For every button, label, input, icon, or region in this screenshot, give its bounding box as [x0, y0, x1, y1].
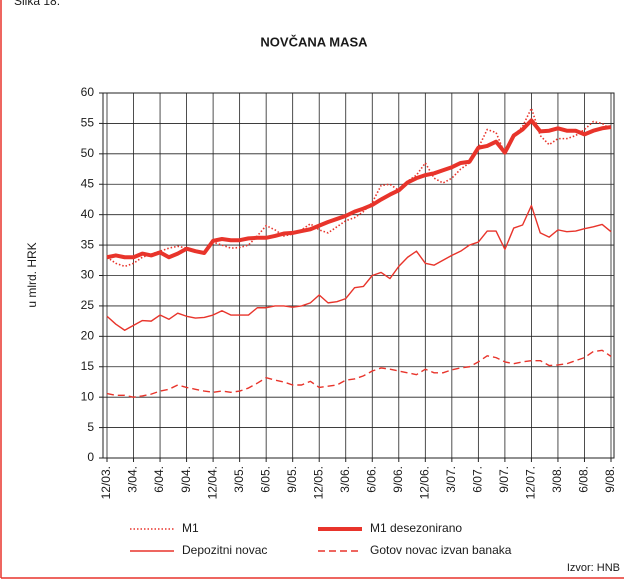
x-tick-label: 9/08. — [603, 466, 617, 493]
x-tick-label: 12/03. — [99, 466, 113, 499]
x-tick-label: 9/06. — [391, 466, 405, 493]
figure-label: Slika 18. — [14, 0, 60, 8]
y-tick-label: 20 — [81, 329, 95, 343]
x-tick-label: 3/08. — [550, 466, 564, 493]
y-tick-label: 50 — [81, 146, 95, 160]
legend-label: M1 desezonirano — [370, 521, 462, 535]
x-tick-label: 12/05. — [311, 466, 325, 499]
x-tick-label: 3/07. — [444, 466, 458, 493]
x-tick-label: 6/05. — [258, 466, 272, 493]
x-tick-label: 6/08. — [577, 466, 591, 493]
y-tick-label: 0 — [87, 450, 94, 464]
source: Izvor: HNB — [567, 562, 620, 574]
x-tick-label: 12/04. — [205, 466, 219, 499]
chart-title: NOVČANA MASA — [260, 34, 368, 49]
x-tick-label: 6/06. — [364, 466, 378, 493]
y-tick-label: 5 — [87, 420, 94, 434]
legend-label: Depozitni novac — [182, 543, 267, 557]
x-tick-label: 12/06. — [417, 466, 431, 499]
x-tick-label: 9/04. — [179, 466, 193, 493]
x-tick-label: 12/07. — [524, 466, 538, 499]
line-series — [106, 349, 612, 398]
y-tick-label: 60 — [81, 85, 95, 99]
y-tick-label: 55 — [81, 116, 95, 130]
y-tick-label: 10 — [81, 389, 95, 403]
y-tick-label: 40 — [81, 207, 95, 221]
y-tick-label: 30 — [81, 268, 95, 282]
line-series — [106, 118, 612, 260]
line-series — [106, 204, 612, 331]
legend-label: M1 — [182, 521, 199, 535]
y-tick-label: 25 — [81, 298, 95, 312]
y-axis-label: u mlrd. HRK — [25, 242, 39, 307]
y-tick-label: 15 — [81, 359, 95, 373]
legend-label: Gotov novac izvan banaka — [370, 543, 512, 557]
x-tick-label: 9/07. — [497, 466, 511, 493]
x-tick-label: 3/05. — [232, 466, 246, 493]
y-tick-label: 45 — [81, 176, 95, 190]
y-tick-label: 35 — [81, 237, 95, 251]
x-tick-label: 6/04. — [152, 466, 166, 493]
x-tick-label: 9/05. — [285, 466, 299, 493]
x-tick-label: 6/07. — [471, 466, 485, 493]
x-tick-label: 3/04. — [126, 466, 140, 493]
x-tick-label: 3/06. — [338, 466, 352, 493]
